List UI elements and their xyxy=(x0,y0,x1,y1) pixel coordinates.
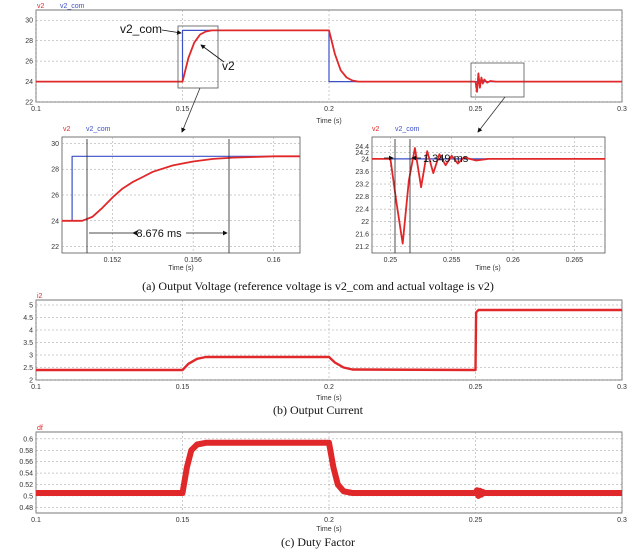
current-chart: 2 2.5 3 3.5 4 4.5 5 0.1 0.15 0.2 0.25 0.3 i2 Time (… xyxy=(23,293,627,402)
y-tick-label: 4 xyxy=(29,328,33,335)
y-tick-label: 24 xyxy=(25,79,33,86)
legend-v2-com: v2_com xyxy=(60,3,85,10)
zoom-box-rise xyxy=(177,25,219,89)
x-axis-label: Time (s) xyxy=(316,118,341,125)
x-tick-label: 0.15 xyxy=(176,384,190,391)
x-tick-label: 0.265 xyxy=(566,257,584,264)
y-tick-label: 23.2 xyxy=(355,182,369,189)
x-tick-label: 0.15 xyxy=(176,517,190,524)
x-tick-label: 0.2 xyxy=(324,517,334,524)
caption-b: (b) Output Current xyxy=(273,403,364,417)
y-tick-label: 2.5 xyxy=(23,365,33,372)
y-tick-label: 0.5 xyxy=(23,493,33,500)
annotation-settle-time: 1.349 ms xyxy=(423,153,469,165)
x-axis-label: Time (s) xyxy=(168,265,193,272)
y-tick-label: 22.4 xyxy=(355,207,369,214)
x-tick-label: 0.2 xyxy=(324,384,334,391)
y-tick-label: 24 xyxy=(51,218,59,225)
x-tick-label: 0.1 xyxy=(31,384,41,391)
voltage-main-chart: 22 24 26 28 30 0.1 0.15 0.2 0.25 0.3 v2 v2_com Ti… xyxy=(25,3,627,125)
annotation-v2-arrow xyxy=(200,44,225,63)
x-tick-label: 0.255 xyxy=(443,257,461,264)
legend-v2-com: v2_com xyxy=(86,126,111,133)
x-axis-label: Time (s) xyxy=(475,265,500,272)
y-tick-label: 26 xyxy=(25,59,33,66)
x-tick-label: 0.3 xyxy=(617,517,627,524)
y-tick-label: 24.4 xyxy=(355,144,369,151)
x-axis-label: Time (s) xyxy=(316,526,341,533)
x-tick-label: 0.3 xyxy=(617,384,627,391)
annotation-v2-com: v2_com xyxy=(120,22,162,36)
series-line-i2 xyxy=(36,308,622,372)
y-tick-label: 22.8 xyxy=(355,194,369,201)
caption-c: (c) Duty Factor xyxy=(281,535,355,549)
caption-a: (a) Output Voltage (reference voltage is… xyxy=(142,279,494,293)
y-tick-label: 0.58 xyxy=(19,448,33,455)
x-tick-label: 0.2 xyxy=(324,106,334,113)
y-tick-label: 24 xyxy=(361,156,369,163)
series-line-v2 xyxy=(62,155,300,222)
zoom-connector-rise xyxy=(181,87,201,133)
x-tick-label: 0.3 xyxy=(617,106,627,113)
x-tick-label: 0.16 xyxy=(267,257,281,264)
voltage-zoom-rise-chart: 22 24 26 28 30 0.152 0.156 0.16 v2 v2_com Time … xyxy=(51,126,301,272)
x-tick-label: 0.152 xyxy=(104,257,122,264)
series-line-df xyxy=(36,439,622,499)
y-tick-label: 24.2 xyxy=(355,150,369,157)
x-tick-label: 0.156 xyxy=(184,257,202,264)
y-tick-label: 0.52 xyxy=(19,482,33,489)
y-tick-label: 23.6 xyxy=(355,169,369,176)
x-tick-label: 0.1 xyxy=(31,106,41,113)
duty-chart: 0.48 0.5 0.52 0.54 0.56 0.58 0.6 0.1 0.15 0.2 0.25… xyxy=(19,425,627,533)
series-line-v2 xyxy=(36,29,622,93)
legend-v2: v2 xyxy=(372,126,380,133)
annotation-v2-com-arrow xyxy=(161,29,182,35)
y-tick-label: 22 xyxy=(25,100,33,107)
y-tick-label: 30 xyxy=(51,141,59,148)
annotation-v2: v2 xyxy=(222,59,235,73)
y-tick-label: 0.56 xyxy=(19,459,33,466)
y-tick-label: 0.48 xyxy=(19,505,33,512)
legend-v2: v2 xyxy=(63,126,71,133)
zoom-connector-step xyxy=(477,96,506,133)
y-tick-label: 26 xyxy=(51,193,59,200)
y-tick-label: 22 xyxy=(51,244,59,251)
legend-v2-com: v2_com xyxy=(395,126,420,133)
y-tick-label: 3.5 xyxy=(23,340,33,347)
x-tick-label: 0.25 xyxy=(384,257,398,264)
y-tick-label: 4.5 xyxy=(23,315,33,322)
y-tick-label: 28 xyxy=(25,38,33,45)
y-tick-label: 0.54 xyxy=(19,471,33,478)
x-tick-label: 0.25 xyxy=(469,384,483,391)
y-tick-label: 21.6 xyxy=(355,232,369,239)
x-tick-label: 0.25 xyxy=(469,106,483,113)
x-tick-label: 0.25 xyxy=(469,517,483,524)
plot-frame xyxy=(371,136,606,254)
y-tick-label: 22 xyxy=(361,219,369,226)
y-tick-label: 28 xyxy=(51,167,59,174)
y-tick-label: 21.2 xyxy=(355,244,369,251)
y-tick-label: 3 xyxy=(29,353,33,360)
x-axis-label: Time (s) xyxy=(316,395,341,402)
x-tick-label: 0.26 xyxy=(506,257,520,264)
y-tick-label: 0.6 xyxy=(23,436,33,443)
legend-v2: v2 xyxy=(37,3,45,10)
y-tick-label: 30 xyxy=(25,18,33,25)
annotation-rise-time: 8.676 ms xyxy=(136,228,182,240)
y-tick-label: 5 xyxy=(29,303,33,310)
legend-df: df xyxy=(37,425,43,432)
x-tick-label: 0.15 xyxy=(176,106,190,113)
x-tick-label: 0.1 xyxy=(31,517,41,524)
series-line-v2 xyxy=(372,147,605,245)
y-tick-label: 2 xyxy=(29,378,33,385)
zoom-box-step xyxy=(470,62,525,98)
legend-i2: i2 xyxy=(37,293,43,300)
